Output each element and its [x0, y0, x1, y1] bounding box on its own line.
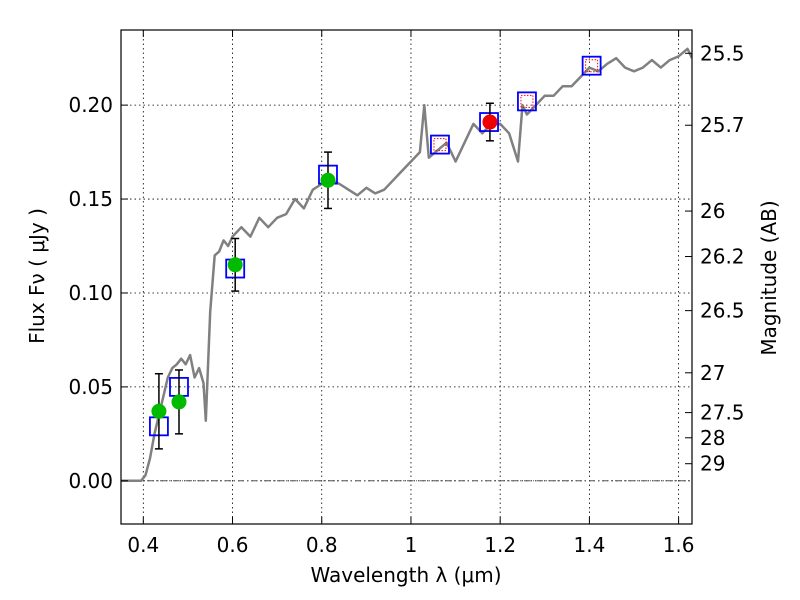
- y-tick-labels: 0.00 0.05 0.10 0.15 0.20: [68, 93, 113, 493]
- x-tick-label: 1.6: [663, 533, 695, 557]
- observed-flux-point: [320, 172, 336, 188]
- model-photometry-square: [479, 112, 499, 132]
- right-tick-label: 26.2: [700, 245, 745, 269]
- x-tick-label: 1: [405, 533, 418, 557]
- y-tick-label: 0.15: [68, 187, 113, 211]
- observed-flux-point: [227, 257, 243, 273]
- red-marker-square: [585, 59, 599, 73]
- model-photometry-square: [517, 91, 537, 112]
- observed-flux-point: [151, 403, 167, 419]
- right-tick-label: 28: [700, 426, 725, 450]
- right-tick-label: 25.5: [700, 41, 745, 65]
- observed-flux-point: [482, 114, 498, 130]
- right-tick-label: 27.5: [700, 401, 745, 425]
- red-marker-square: [520, 94, 534, 108]
- right-axis-title: Magnitude (AB): [757, 200, 781, 355]
- y-tick-label: 0.00: [68, 469, 113, 493]
- y-tick-label: 0.10: [68, 281, 113, 305]
- axis-ticks: [121, 30, 692, 524]
- x-axis-title: Wavelength λ (μm): [310, 563, 501, 587]
- x-tick-label: 0.6: [217, 533, 249, 557]
- x-tick-label: 0.4: [127, 533, 159, 557]
- x-tick-label: 0.8: [306, 533, 338, 557]
- right-tick-label: 29: [700, 452, 725, 476]
- red-marker-square: [433, 138, 447, 152]
- y-axis-title: Flux Fν ( μJy ): [25, 208, 49, 344]
- x-tick-label: 1.2: [484, 533, 516, 557]
- model-photometry-square: [581, 55, 602, 76]
- y-tick-label: 0.20: [68, 93, 113, 117]
- grid-lines: [121, 30, 692, 524]
- series-layer: [121, 47, 692, 483]
- x-tick-labels: 0.4 0.6 0.8 1 1.2 1.4 1.6: [127, 533, 694, 557]
- right-tick-label: 27: [700, 361, 725, 385]
- model-photometry-square: [430, 134, 450, 155]
- right-tick-label: 26: [700, 199, 725, 223]
- y-tick-label: 0.05: [68, 375, 113, 399]
- sed-model-line: [121, 47, 692, 483]
- plot-frame: [120, 29, 693, 525]
- observed-flux-point: [171, 394, 187, 410]
- right-tick-label: 25.7: [700, 113, 745, 137]
- x-tick-label: 1.4: [573, 533, 605, 557]
- right-tick-label: 26.5: [700, 299, 745, 323]
